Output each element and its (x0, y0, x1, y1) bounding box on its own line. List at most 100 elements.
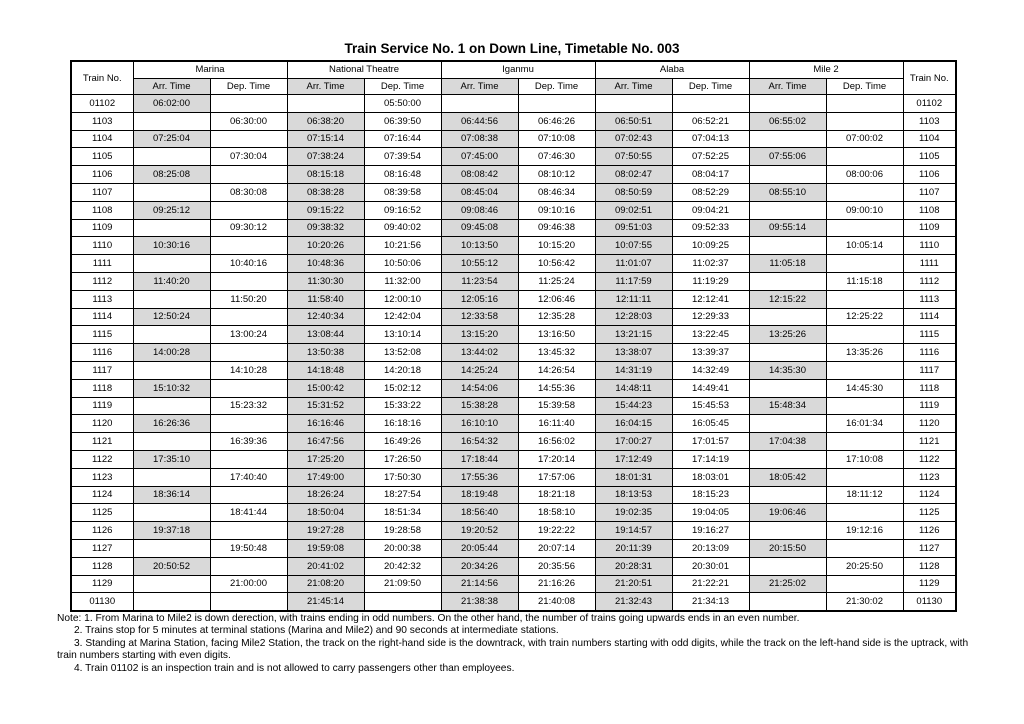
time-cell: 12:25:22 (825, 307, 904, 327)
time-cell: 10:13:50 (440, 236, 519, 256)
time-cell: 18:36:14 (132, 485, 211, 505)
time-cell (748, 94, 827, 113)
table-row: 1124 18:36:14 18:26:24 18:27:54 18:19:48 18:2… (70, 485, 957, 505)
time-cell (132, 503, 211, 523)
time-cell: 18:26:24 (286, 485, 365, 505)
time-cell: 09:51:03 (594, 218, 673, 238)
time-cell (209, 94, 288, 113)
time-cell: 07:46:30 (517, 147, 596, 167)
train-no-header-left: Train No. (70, 60, 134, 95)
train-no-cell: 1109 (902, 218, 957, 238)
time-cell: 17:40:40 (209, 467, 288, 487)
train-no-cell: 1118 (902, 378, 957, 398)
notes: Note: 1. From Marina to Mile2 is down de… (57, 613, 971, 675)
time-cell: 06:39:50 (363, 111, 442, 131)
time-cell (748, 378, 827, 398)
time-cell: 08:02:47 (594, 165, 673, 184)
time-cell: 18:13:53 (594, 485, 673, 505)
time-cell (209, 129, 288, 149)
station-header-row: Train No. Marina National Theatre Iganmu… (70, 60, 957, 95)
table-row: 1120 16:26:36 16:16:46 16:18:16 16:10:10 16:1… (70, 414, 957, 434)
time-cell (209, 271, 288, 291)
time-cell (748, 165, 827, 184)
time-cell (132, 360, 211, 380)
train-no-cell: 1126 (70, 521, 134, 540)
time-cell: 18:51:34 (363, 503, 442, 523)
train-no-cell: 01102 (70, 94, 134, 113)
time-cell: 10:09:25 (671, 236, 750, 256)
time-cell: 14:18:48 (286, 360, 365, 380)
time-cell: 15:31:52 (286, 396, 365, 416)
time-cell (209, 307, 288, 327)
time-cell: 18:01:31 (594, 467, 673, 487)
time-cell: 06:44:56 (440, 111, 519, 131)
train-no-cell: 1104 (70, 129, 134, 149)
time-cell (132, 289, 211, 309)
time-cell: 17:25:20 (286, 449, 365, 469)
time-cell (825, 432, 904, 451)
time-cell: 13:45:32 (517, 343, 596, 362)
time-cell (209, 343, 288, 362)
time-cell: 14:10:28 (209, 360, 288, 380)
time-cell: 11:17:59 (594, 271, 673, 291)
time-cell: 07:52:25 (671, 147, 750, 167)
time-cell: 13:10:14 (363, 325, 442, 345)
time-cell (825, 467, 904, 487)
time-cell: 19:02:35 (594, 503, 673, 523)
train-no-cell: 1108 (70, 200, 134, 220)
time-cell (363, 592, 442, 612)
time-cell: 08:16:48 (363, 165, 442, 184)
train-no-cell: 1117 (70, 360, 134, 380)
time-cell (825, 396, 904, 416)
time-cell: 07:55:06 (748, 147, 827, 167)
time-cell: 09:55:14 (748, 218, 827, 238)
timetable-body: 01102 06:02:00 05:50:00 01102 1103 06:30:00 06… (70, 94, 957, 612)
train-no-cell: 1115 (70, 325, 134, 345)
time-cell: 17:26:50 (363, 449, 442, 469)
time-cell (209, 592, 288, 612)
time-cell: 14:35:30 (748, 360, 827, 380)
arr-dep-header-row: Arr. Time Dep. Time Arr. Time Dep. Time … (71, 77, 956, 95)
table-row: 1123 17:40:40 17:49:00 17:50:30 17:55:36 17:5… (70, 467, 957, 487)
time-cell: 21:20:51 (594, 574, 673, 594)
time-cell (209, 378, 288, 398)
time-cell: 15:39:58 (517, 396, 596, 416)
table-row: 1105 07:30:04 07:38:24 07:39:54 07:45:00 07:4… (70, 147, 957, 167)
time-cell: 13:08:44 (286, 325, 365, 345)
time-cell: 13:35:26 (825, 343, 904, 362)
time-cell: 11:30:30 (286, 271, 365, 291)
table-row: 1106 08:25:08 08:15:18 08:16:48 08:08:42 08:1… (70, 165, 957, 184)
time-cell (825, 325, 904, 345)
time-cell: 09:46:38 (517, 218, 596, 238)
time-cell: 14:31:19 (594, 360, 673, 380)
time-cell (132, 218, 211, 238)
time-cell (748, 200, 827, 220)
train-no-cell: 1115 (902, 325, 957, 345)
time-cell (132, 538, 211, 558)
time-cell: 07:10:08 (517, 129, 596, 149)
train-no-cell: 01130 (70, 592, 134, 612)
time-cell: 07:02:43 (594, 129, 673, 149)
dep-time-header: Dep. Time (517, 77, 596, 95)
table-row: 1126 19:37:18 19:27:28 19:28:58 19:20:52 19:2… (70, 521, 957, 540)
time-cell: 10:20:26 (286, 236, 365, 256)
time-cell: 16:05:45 (671, 414, 750, 434)
time-cell: 15:23:32 (209, 396, 288, 416)
time-cell: 11:05:18 (748, 254, 827, 273)
time-cell: 18:41:44 (209, 503, 288, 523)
time-cell: 06:50:51 (594, 111, 673, 131)
table-row: 1119 15:23:32 15:31:52 15:33:22 15:38:28 15:3… (70, 396, 957, 416)
time-cell: 16:39:36 (209, 432, 288, 451)
time-cell: 17:18:44 (440, 449, 519, 469)
time-cell: 18:21:18 (517, 485, 596, 505)
time-cell (209, 165, 288, 184)
time-cell: 21:09:50 (363, 574, 442, 594)
time-cell: 16:16:46 (286, 414, 365, 434)
time-cell: 14:00:28 (132, 343, 211, 362)
time-cell (132, 396, 211, 416)
dep-time-header: Dep. Time (363, 77, 442, 95)
table-row: 01130 21:45:14 21:38:38 21:40:08 21:32:43 21:… (70, 592, 957, 612)
time-cell: 09:08:46 (440, 200, 519, 220)
time-cell: 06:38:20 (286, 111, 365, 131)
time-cell: 10:05:14 (825, 236, 904, 256)
